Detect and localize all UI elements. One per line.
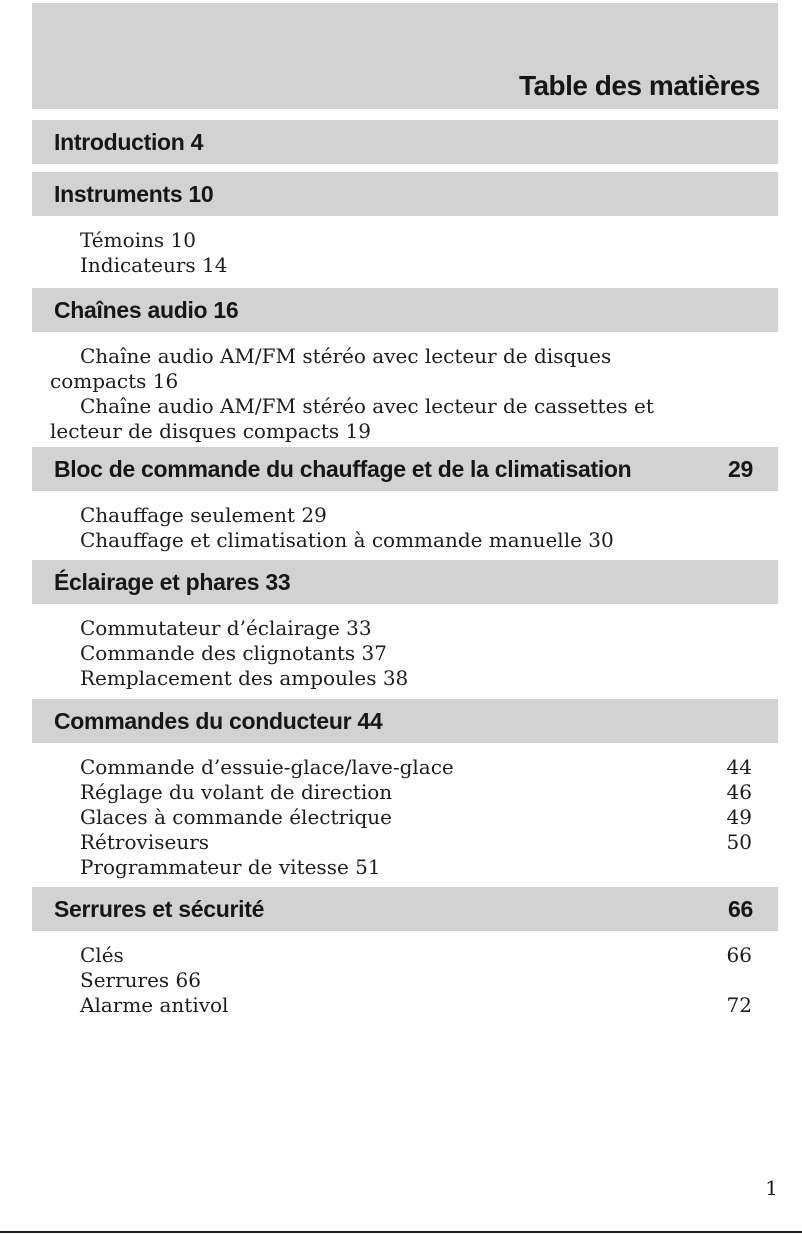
item-page-number: 44 [726,755,752,779]
toc-item: 72 Alarme antivol [80,993,752,1017]
section-page-number: 66 [728,895,753,922]
toc-item: Chauffage seulement 29 [80,503,327,527]
section-header: Serrures et sécurité 66 [32,887,778,931]
item-page-number: 46 [726,780,752,804]
section-header: Bloc de commande du chauffage et de la c… [32,447,778,491]
section-header: Instruments 10 [32,172,778,216]
page-number: 1 [765,1176,778,1200]
toc-sections: Introduction 4 Instruments 10 Témoins 10… [32,120,778,1020]
item-page-number: 72 [726,993,752,1017]
section-label: Éclairage et phares 33 [54,568,291,595]
toc-section: Commandes du conducteur 44 44 Commande d’… [32,699,778,882]
section-page-number: 29 [728,455,753,482]
section-label: Serrures et sécurité [54,895,265,922]
toc-item: 66 Clés [80,943,752,967]
toc-item: Chaîne audio AM/FM stéréo avec lecteur d… [50,344,612,393]
footer-rule [0,1231,802,1233]
toc-section: Introduction 4 [32,120,778,164]
toc-item: Commutateur d’éclairage 33 [80,616,372,640]
section-items: Témoins 10 Indicateurs 14 [32,216,778,280]
toc-item: Indicateurs 14 [80,253,228,277]
toc-item: Programmateur de vitesse 51 [80,855,381,879]
toc-item: 46 Réglage du volant de direction [80,780,752,804]
section-items: Chauffage seulement 29 Chauffage et clima… [32,491,778,555]
toc-item: 50 Rétroviseurs [80,830,752,854]
section-items: 66 Clés Serrures 66 72 Alarme antivol [32,931,778,1020]
toc-section: Serrures et sécurité 66 66 Clés Serrures 6… [32,887,778,1020]
toc-item: Commande des clignotants 37 [80,641,388,665]
toc-item: Chauffage et climatisation à commande ma… [80,528,614,552]
item-page-number: 66 [726,943,752,967]
section-items: Commutateur d’éclairage 33 Commande des c… [32,604,778,693]
item-page-number: 49 [726,805,752,829]
section-header: Chaînes audio 16 [32,288,778,332]
toc-item: 44 Commande d’essuie-glace/lave-glace [80,755,752,779]
section-header: Commandes du conducteur 44 [32,699,778,743]
section-label: Commandes du conducteur 44 [54,707,383,734]
section-label: Instruments 10 [54,180,214,207]
toc-item: Remplacement des ampoules 38 [80,666,409,690]
section-label: Introduction 4 [54,128,204,155]
toc-item: Chaîne audio AM/FM stéréo avec lecteur d… [50,394,654,443]
toc-item: Témoins 10 [80,228,196,252]
page-content: Table des matières Introduction 4 Instru… [32,3,778,1020]
toc-section: Chaînes audio 16 Chaîne audio AM/FM stér… [32,288,778,446]
page-title: Table des matières [518,70,761,101]
toc-section: Éclairage et phares 33 Commutateur d’écl… [32,560,778,693]
toc-item: Serrures 66 [80,968,202,992]
section-label: Bloc de commande du chauffage et de la c… [54,455,632,482]
section-header: Éclairage et phares 33 [32,560,778,604]
toc-item: 49 Glaces à commande électrique [80,805,752,829]
section-items: 44 Commande d’essuie-glace/lave-glace 46 Ré… [32,743,778,882]
section-items: Chaîne audio AM/FM stéréo avec lecteur d… [32,332,778,446]
item-page-number: 50 [726,830,752,854]
section-label: Chaînes audio 16 [54,296,239,323]
toc-section: Bloc de commande du chauffage et de la c… [32,447,778,555]
section-header: Introduction 4 [32,120,778,164]
page-header-banner: Table des matières [32,3,778,109]
toc-section: Instruments 10 Témoins 10 Indicateurs 14 [32,172,778,280]
